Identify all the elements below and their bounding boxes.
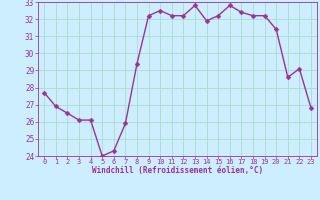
X-axis label: Windchill (Refroidissement éolien,°C): Windchill (Refroidissement éolien,°C) <box>92 166 263 175</box>
